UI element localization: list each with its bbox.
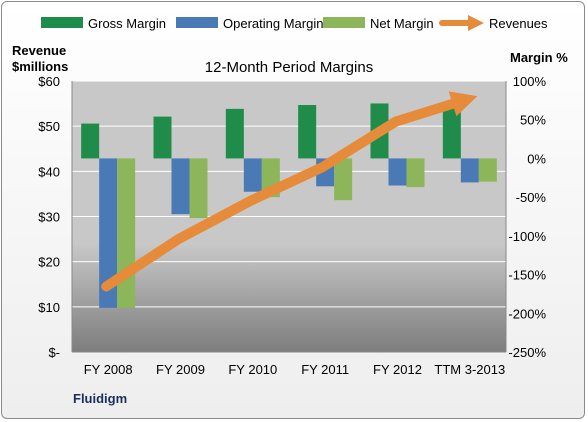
bar-operating-margin-fy-2009: [171, 158, 190, 215]
legend-label-net-margin: Net Margin: [370, 16, 434, 31]
legend-swatch-gross-margin: [41, 17, 83, 28]
category-labels: FY 2008 FY 2009 FY 2010 FY 2011 FY 2012 TTM 3…: [84, 362, 506, 377]
legend-label-operating-margin: Operating Margin: [223, 16, 323, 31]
bar-gross-margin-fy-2008: [81, 123, 100, 159]
category-label-fy-2012: FY 2012: [373, 362, 422, 377]
category-label-fy-2009: FY 2009: [156, 362, 205, 377]
bar-net-margin-fy-2009: [189, 158, 208, 219]
company-name: Fluidigm: [73, 391, 127, 406]
left-tick-label: $40: [38, 164, 60, 179]
bar-operating-margin-fy-2008: [99, 158, 118, 308]
revenue-point-fy-2012: [395, 121, 396, 123]
left-axis-ticks: $60 $50 $40 $30 $20 $10 $-: [38, 74, 60, 360]
category-label-ttm-3-2013: TTM 3-2013: [434, 362, 505, 377]
bar-net-margin-ttm-3-2013: [478, 158, 497, 182]
bar-net-margin-fy-2008: [117, 158, 136, 308]
left-tick-label: $20: [38, 255, 60, 270]
legend-swatch-net-margin: [323, 17, 365, 28]
bar-gross-margin-ttm-3-2013: [442, 105, 461, 159]
left-tick-label: $60: [38, 74, 60, 89]
right-tick-label: 100%: [513, 74, 547, 89]
left-tick-label: $50: [38, 119, 60, 134]
revenue-point-ttm-3-2013: [467, 98, 469, 100]
bar-gross-margin-fy-2009: [153, 116, 172, 159]
revenues-arrowhead: [448, 91, 478, 117]
bar-operating-margin-fy-2010: [243, 158, 262, 192]
revenue-point-fy-2008: [105, 286, 107, 288]
right-tick-label: -50%: [516, 190, 547, 205]
left-tick-label: $30: [38, 210, 60, 225]
right-tick-label: -150%: [508, 268, 546, 283]
bar-operating-margin-ttm-3-2013: [460, 158, 479, 183]
left-tick-label: $-: [48, 345, 60, 360]
revenue-point-fy-2011: [322, 166, 324, 168]
right-tick-label: -250%: [508, 345, 546, 360]
legend-label-gross-margin: Gross Margin: [88, 16, 166, 31]
bar-gross-margin-fy-2011: [298, 105, 317, 159]
revenues-series: [101, 91, 478, 292]
left-tick-label: $10: [38, 300, 60, 315]
category-label-fy-2010: FY 2010: [228, 362, 277, 377]
bar-net-margin-fy-2012: [406, 158, 425, 188]
legend-label-revenues: Revenues: [489, 16, 548, 31]
legend: Gross Margin Operating Margin Net Margin…: [41, 15, 548, 31]
bar-operating-margin-fy-2012: [388, 158, 407, 186]
bar-net-margin-fy-2011: [334, 158, 353, 201]
right-tick-label: 50%: [520, 113, 546, 128]
left-axis-label-line2: $millions: [12, 59, 68, 74]
category-label-fy-2011: FY 2011: [301, 362, 349, 377]
bars: [81, 103, 497, 308]
right-axis-label: Margin %: [510, 50, 568, 65]
right-tick-label: 0%: [527, 151, 546, 166]
legend-arrow-revenues: [439, 15, 484, 31]
right-tick-label: -200%: [508, 306, 546, 321]
bar-gross-margin-fy-2010: [225, 108, 244, 159]
right-axis-ticks: 100% 50% 0% -50% -100% -150% -200% -250%: [508, 74, 546, 360]
revenue-point-fy-2010: [250, 200, 252, 202]
chart-title: 12-Month Period Margins: [205, 59, 373, 76]
right-tick-label: -100%: [508, 229, 546, 244]
category-label-fy-2008: FY 2008: [84, 362, 133, 377]
left-axis-label-line1: Revenue: [12, 43, 66, 58]
revenues-line: [101, 97, 462, 292]
legend-swatch-operating-margin: [176, 17, 218, 28]
revenue-point-fy-2009: [178, 238, 179, 240]
